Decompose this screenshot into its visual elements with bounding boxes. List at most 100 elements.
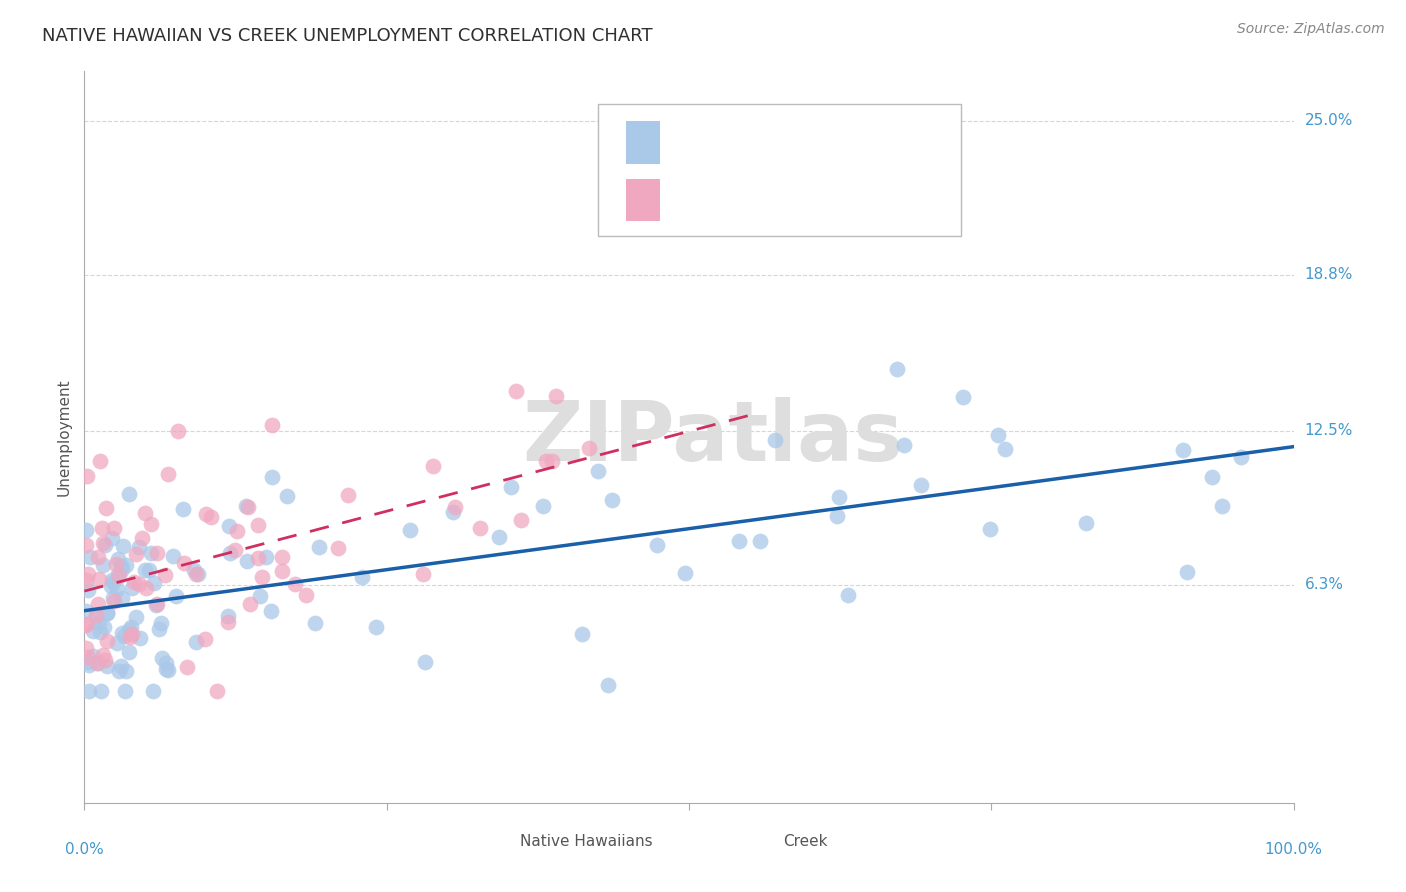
Point [236, 500, 259, 514]
Point [145, 599, 167, 613]
Point [501, 480, 523, 494]
Point [162, 549, 184, 563]
Point [412, 566, 434, 581]
Point [205, 684, 228, 698]
Point [200, 510, 222, 524]
Point [194, 507, 217, 521]
Point [276, 489, 298, 503]
Point [90, 521, 112, 535]
Point [828, 490, 851, 504]
Point [104, 558, 127, 572]
Point [101, 531, 124, 545]
Point [186, 566, 208, 581]
Text: 18.8%: 18.8% [1305, 268, 1353, 282]
Point [531, 500, 554, 514]
Point [728, 534, 751, 549]
Point [218, 546, 240, 560]
Point [105, 582, 128, 596]
Point [246, 551, 269, 566]
Point [138, 563, 160, 577]
Point [748, 534, 770, 549]
Point [910, 478, 932, 492]
Point [326, 541, 349, 555]
Point [105, 636, 128, 650]
Point [488, 531, 510, 545]
Point [146, 597, 169, 611]
Point [596, 678, 619, 692]
Point [131, 531, 153, 545]
Point [364, 620, 387, 634]
Point [114, 684, 136, 698]
Point [673, 566, 696, 580]
Text: Source: ZipAtlas.com: Source: ZipAtlas.com [1237, 22, 1385, 37]
Point [284, 577, 307, 591]
Point [111, 626, 134, 640]
Point [118, 645, 141, 659]
Point [93, 620, 115, 634]
Point [173, 557, 195, 571]
Text: 0.0%: 0.0% [65, 842, 104, 856]
Point [295, 588, 318, 602]
Point [994, 442, 1017, 457]
Point [441, 505, 464, 519]
Point [218, 519, 240, 533]
Point [76, 567, 98, 582]
Point [112, 629, 135, 643]
Point [125, 610, 148, 624]
Text: N = 70: N = 70 [804, 194, 860, 209]
Point [337, 488, 360, 502]
Text: 6.3%: 6.3% [1305, 577, 1344, 592]
Point [224, 543, 246, 558]
Point [399, 523, 422, 537]
Point [107, 567, 129, 582]
Point [128, 576, 150, 591]
Point [94, 500, 117, 515]
Point [128, 631, 150, 645]
Point [250, 570, 273, 584]
Point [76, 468, 98, 483]
Point [979, 522, 1001, 536]
Point [128, 541, 150, 555]
Point [91, 536, 114, 550]
Point [118, 487, 141, 501]
Point [122, 575, 145, 590]
Text: ZIPatlas: ZIPatlas [523, 397, 904, 477]
Text: 0.270: 0.270 [731, 136, 779, 152]
Point [77, 684, 100, 698]
Point [541, 454, 564, 468]
Text: 0.217: 0.217 [731, 194, 779, 209]
Point [107, 552, 129, 566]
Point [139, 516, 162, 531]
Point [135, 581, 157, 595]
Text: 12.5%: 12.5% [1305, 424, 1353, 438]
Point [952, 390, 974, 404]
Point [87, 549, 110, 564]
Point [236, 554, 259, 568]
Point [1211, 499, 1233, 513]
Point [1175, 565, 1198, 579]
Point [87, 656, 110, 670]
Point [142, 575, 165, 590]
FancyBboxPatch shape [749, 831, 776, 852]
Point [1076, 516, 1098, 530]
Point [763, 433, 786, 447]
Point [75, 538, 97, 552]
Point [249, 589, 271, 603]
Point [108, 664, 131, 678]
Point [165, 589, 187, 603]
Point [91, 558, 114, 573]
Point [115, 665, 138, 679]
Point [217, 615, 239, 630]
Point [239, 597, 262, 611]
Point [94, 538, 117, 552]
Point [350, 569, 373, 583]
FancyBboxPatch shape [626, 121, 659, 164]
Point [107, 568, 129, 582]
Point [172, 501, 194, 516]
Point [145, 546, 167, 560]
Point [100, 579, 122, 593]
Point [645, 538, 668, 552]
Point [75, 618, 97, 632]
Point [588, 464, 610, 478]
Point [103, 521, 125, 535]
